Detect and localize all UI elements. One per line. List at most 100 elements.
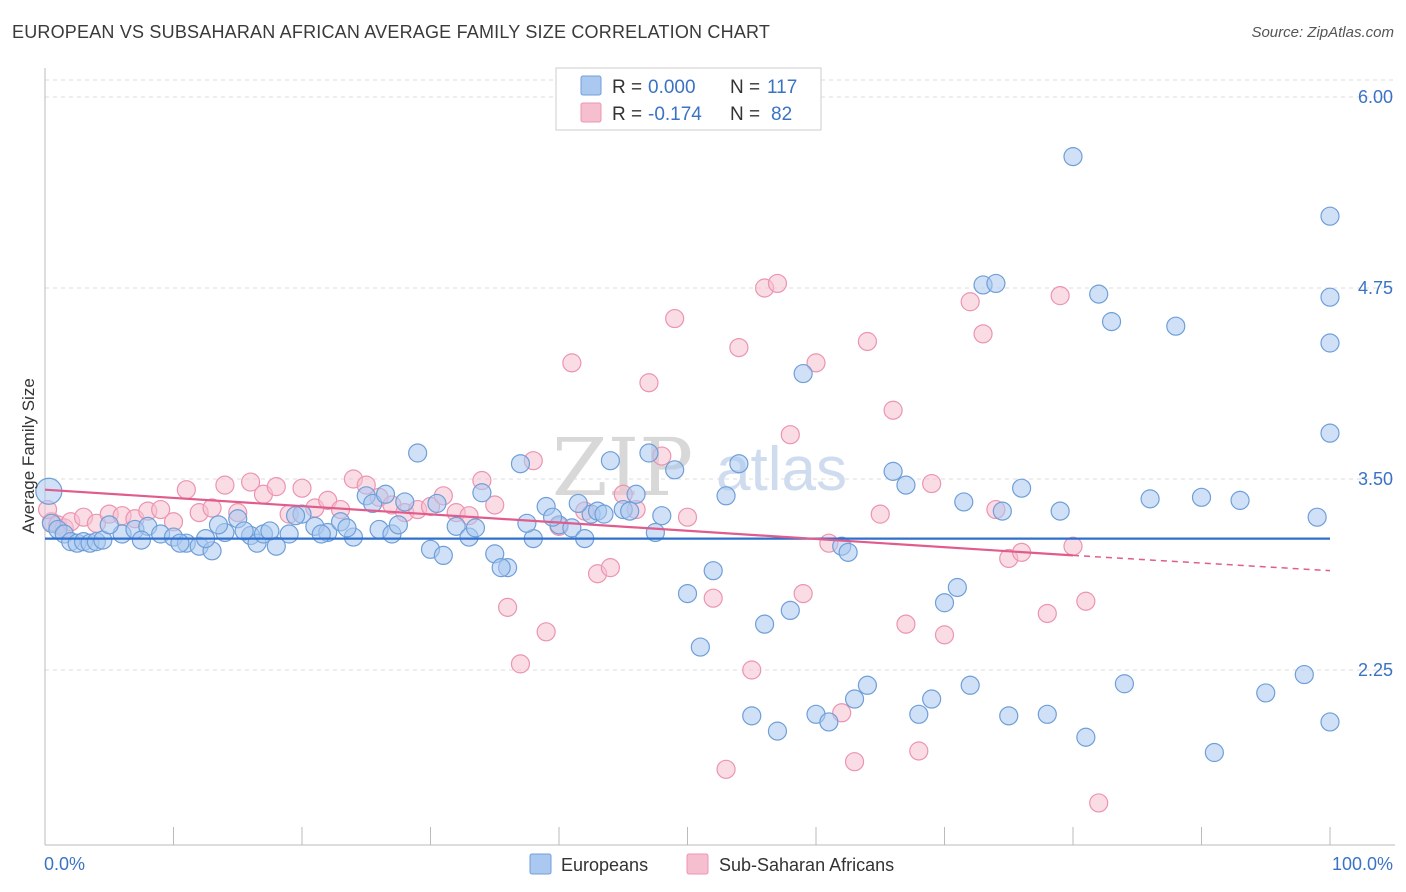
europeans-point-33: [395, 492, 415, 512]
legend-r-value-1: 0.000: [648, 77, 696, 98]
europeans-point-84: [1063, 146, 1083, 167]
europeans-point-34: [408, 443, 428, 463]
europeans-point-39: [472, 483, 492, 503]
europeans-point-64: [780, 600, 800, 621]
y-axis-label: Average Family Size: [19, 378, 38, 534]
europeans-point-75: [934, 593, 955, 613]
europeans-point-96: [1307, 507, 1327, 527]
europeans-point-121: [594, 504, 614, 524]
europeans-point-93: [1230, 490, 1250, 510]
europeans-point-58: [703, 561, 723, 581]
europeans-point-120: [568, 493, 588, 514]
gridlines: [45, 79, 1395, 671]
europeans-point-122: [620, 501, 640, 521]
africans-point-69: [922, 473, 942, 494]
africans-point-59: [793, 583, 813, 604]
africans-point-50: [665, 308, 685, 329]
africans-point-72: [973, 324, 993, 344]
chart-source: Source: ZipAtlas.com: [1251, 24, 1394, 41]
legend-r-value-2: -0.174: [648, 104, 702, 125]
africans-point-12: [176, 480, 196, 500]
x-tick-label-1: 100.0%: [1332, 854, 1393, 874]
africans-trendline: [44, 488, 1074, 557]
africans-point-53: [716, 759, 736, 779]
europeans-point-79: [986, 273, 1006, 294]
africans-point-48: [639, 373, 659, 393]
y-tick-label-1: 4.75: [1358, 278, 1393, 298]
africans-point-36: [485, 495, 505, 515]
europeans-point-89: [1140, 489, 1160, 509]
europeans-point-85: [1076, 727, 1096, 747]
europeans-point-71: [883, 461, 903, 481]
africans-point-80: [1089, 793, 1109, 813]
y-tick-label-3: 2.25: [1358, 660, 1393, 680]
africans-point-57: [767, 273, 788, 294]
africans-point-37: [498, 597, 518, 617]
africans-point-66: [883, 400, 903, 420]
africans-point-40: [536, 622, 556, 642]
africans-point-55: [742, 660, 762, 680]
europeans-point-69: [844, 689, 865, 709]
europeans-point-74: [922, 689, 942, 709]
europeans-point-110: [311, 524, 331, 544]
europeans-point-50: [600, 451, 621, 471]
europeans-point-114: [388, 515, 408, 535]
europeans-point-90: [1166, 316, 1186, 336]
y-tick-labels: 6.00 4.75 3.50 2.25: [1358, 87, 1393, 680]
watermark: ZIP atlas: [552, 421, 847, 514]
europeans-point-113: [375, 484, 396, 504]
europeans-point-80: [999, 706, 1019, 726]
europeans-point-59: [716, 486, 736, 506]
europeans-point-115: [427, 493, 447, 514]
africans-point-67: [896, 614, 916, 634]
africans-point-76: [1037, 603, 1057, 624]
europeans-point-87: [1101, 312, 1122, 332]
bottom-legend-europeans: Europeans: [561, 855, 648, 875]
europeans-point-100: [1320, 287, 1340, 307]
europeans-point-111: [337, 518, 357, 538]
europeans-point-55: [665, 460, 685, 480]
europeans-point-83: [1050, 501, 1070, 521]
bottom-legend-europeans-swatch: [529, 853, 552, 875]
europeans-point-124: [838, 542, 858, 562]
africans-point-64: [857, 331, 878, 352]
legend-n-value-1: 117: [767, 77, 797, 98]
europeans-point-37: [446, 516, 466, 536]
legend-n-value-2: 82: [771, 104, 792, 125]
europeans-point-81: [1011, 478, 1032, 498]
europeans-point-91: [1191, 487, 1212, 507]
europeans-point-76: [947, 577, 967, 598]
europeans-point-63: [767, 721, 788, 741]
europeans-point-86: [1089, 284, 1109, 304]
africans-point-58: [780, 425, 800, 445]
europeans-point-65: [793, 363, 813, 384]
europeans-point-70: [857, 675, 878, 695]
europeans-point-126: [992, 501, 1012, 521]
trendlines: [44, 488, 1331, 572]
europeans-point-109: [285, 506, 306, 526]
europeans-point-101: [1320, 206, 1340, 226]
europeans-point-61: [742, 706, 762, 726]
africans-point-79: [1076, 591, 1096, 611]
africans-point-77: [1050, 286, 1070, 306]
europeans-point-97: [1320, 423, 1340, 443]
y-tick-label-2: 3.50: [1358, 469, 1393, 489]
x-tick-labels: 0.0% 100.0%: [44, 854, 1393, 874]
africans-point-51: [677, 507, 698, 527]
africans-point-71: [960, 292, 980, 312]
europeans-point-92: [1204, 742, 1224, 763]
europeans-point-125: [954, 492, 974, 512]
europeans-point-53: [639, 443, 659, 463]
europeans-point-54: [652, 506, 672, 526]
legend-n-label-2: N =: [730, 104, 760, 125]
europeans-point-103: [131, 530, 151, 550]
africans-point-15: [215, 475, 235, 495]
bottom-legend: Europeans Sub-Saharan Africans: [529, 853, 894, 875]
europeans-point-98: [1320, 712, 1340, 732]
europeans-point-116: [465, 518, 486, 538]
europeans-point-62: [754, 614, 775, 634]
europeans-point-52: [626, 484, 646, 504]
legend-africans-swatch: [580, 102, 602, 123]
europeans-point-104: [170, 533, 190, 553]
africans-point-14: [202, 498, 222, 518]
